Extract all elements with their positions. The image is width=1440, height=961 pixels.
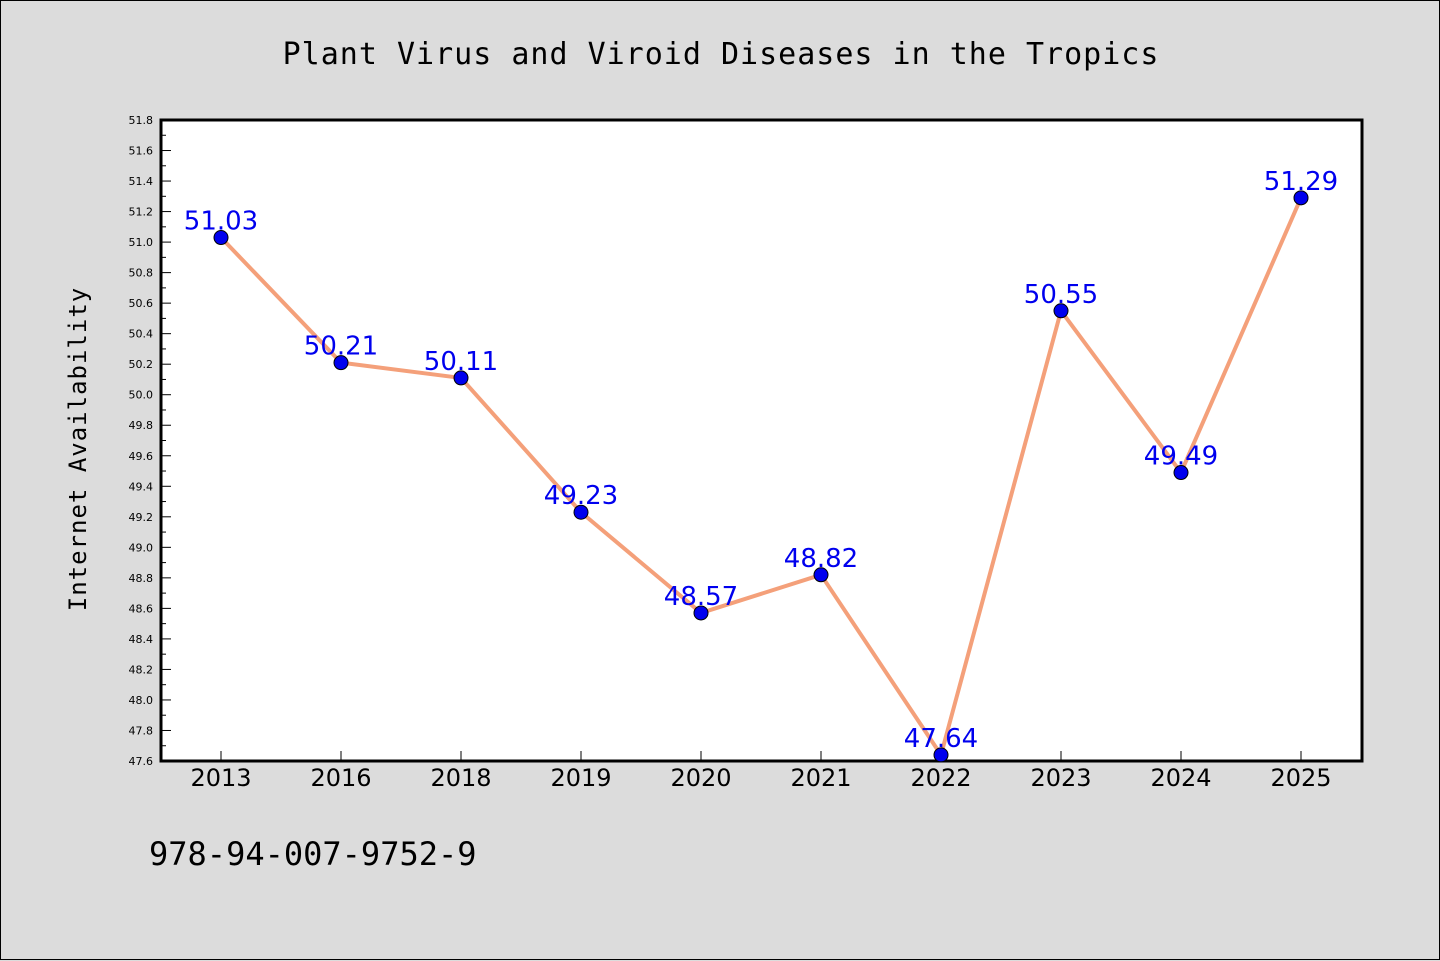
y-tick-label: 51.2 [129, 206, 154, 219]
y-tick-label: 50.2 [129, 358, 154, 371]
y-tick-label: 49.8 [129, 419, 154, 432]
y-tick-label: 47.8 [129, 724, 154, 737]
y-tick-label: 49.0 [129, 541, 154, 554]
data-label-2018: 50.11 [424, 347, 498, 377]
data-label-2024: 49.49 [1144, 442, 1218, 472]
x-tick-label: 2018 [430, 764, 491, 792]
y-tick-label: 49.2 [129, 511, 154, 524]
y-tick-label: 49.4 [129, 480, 154, 493]
y-tick-label: 51.4 [129, 175, 154, 188]
y-tick-label: 50.0 [129, 389, 154, 402]
data-label-2022: 47.64 [904, 724, 978, 754]
y-tick-label: 49.6 [129, 450, 154, 463]
x-tick-label: 2025 [1270, 764, 1331, 792]
y-tick-label: 48.8 [129, 572, 154, 585]
x-tick-label: 2023 [1030, 764, 1091, 792]
x-tick-label: 2020 [670, 764, 731, 792]
y-tick-label: 51.0 [129, 236, 154, 249]
y-tick-label: 50.8 [129, 267, 154, 280]
plot-area [161, 120, 1362, 761]
data-label-2020: 48.57 [664, 582, 738, 612]
y-tick-label: 48.6 [129, 602, 154, 615]
chart-title: Plant Virus and Viroid Diseases in the T… [283, 37, 1160, 72]
y-tick-label: 48.0 [129, 694, 154, 707]
data-label-2016: 50.21 [304, 332, 378, 362]
y-tick-label: 47.6 [129, 755, 154, 768]
x-tick-label: 2013 [190, 764, 251, 792]
y-axis-label: Internet Availability [64, 287, 92, 611]
x-tick-label: 2019 [550, 764, 611, 792]
data-label-2021: 48.82 [784, 544, 858, 574]
y-tick-label: 48.4 [129, 633, 154, 646]
y-tick-label: 51.8 [129, 114, 154, 127]
data-label-2023: 50.55 [1024, 280, 1098, 310]
data-label-2013: 51.03 [184, 207, 258, 237]
y-tick-label: 50.6 [129, 297, 154, 310]
y-tick-label: 50.4 [129, 328, 154, 341]
x-tick-label: 2022 [910, 764, 971, 792]
y-tick-label: 48.2 [129, 663, 154, 676]
y-tick-label: 51.6 [129, 145, 154, 158]
data-label-2019: 49.23 [544, 481, 618, 511]
isbn-footer: 978-94-007-9752-9 [149, 835, 477, 873]
data-label-2025: 51.29 [1264, 167, 1338, 197]
x-tick-label: 2021 [790, 764, 851, 792]
x-tick-label: 2024 [1150, 764, 1211, 792]
x-tick-label: 2016 [310, 764, 371, 792]
